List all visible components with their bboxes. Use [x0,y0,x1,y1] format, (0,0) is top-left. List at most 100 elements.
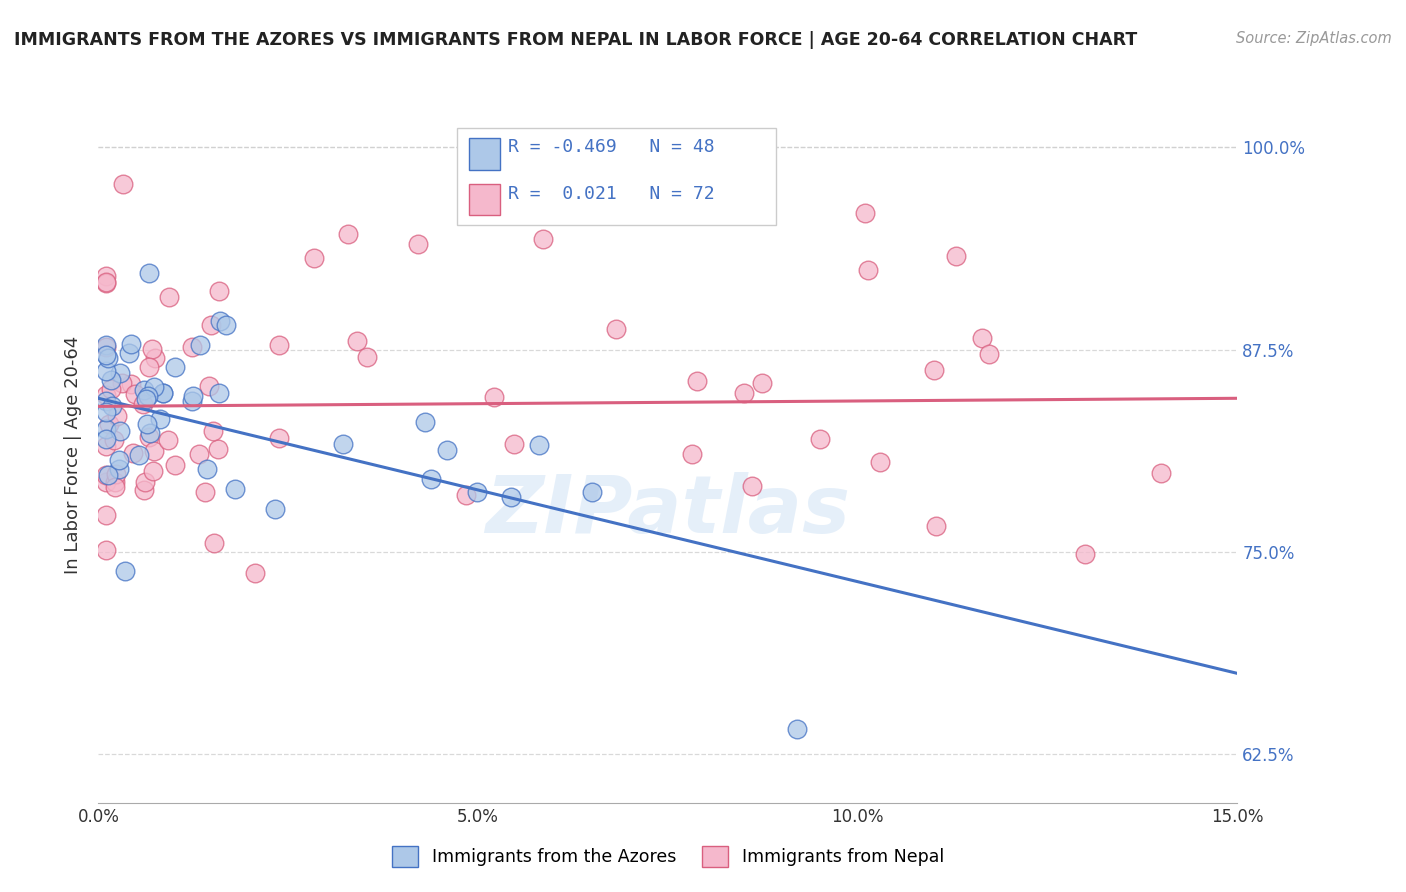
Point [786,722,808,736]
Point [181,393,204,408]
Point [925,519,948,533]
Point [751,376,773,390]
Point [681,447,703,461]
Text: ZIPatlas: ZIPatlas [485,472,851,549]
Point [94,275,117,289]
Point [181,389,204,403]
Point [94,468,117,483]
Point [741,479,763,493]
Legend: Immigrants from the Azores, Immigrants from Nepal: Immigrants from the Azores, Immigrants f… [385,839,950,874]
Point [533,232,555,246]
Point [136,417,159,431]
Point [135,392,157,407]
Point [208,284,231,298]
Point [145,351,167,366]
Point [157,290,180,304]
Point [94,405,117,419]
Point [501,491,523,505]
Point [141,342,163,356]
Point [120,337,142,351]
Point [187,447,209,461]
Point [581,485,603,500]
Point [94,364,117,378]
Point [94,508,117,522]
Point [605,322,627,336]
Point [157,433,180,447]
Point [808,433,831,447]
Point [527,438,550,452]
Point [100,373,122,387]
Point [269,338,291,352]
Point [94,543,117,558]
Point [224,482,246,496]
Point [197,379,219,393]
Point [484,390,506,404]
Point [120,377,142,392]
Point [685,374,707,388]
Point [118,346,141,360]
Point [977,347,1000,361]
Point [304,252,326,266]
Point [108,453,131,467]
Point [94,340,117,354]
Point [104,467,127,482]
Point [94,439,117,453]
Point [208,314,231,328]
Point [181,340,204,354]
Point [100,382,122,396]
Point [131,397,153,411]
Point [98,417,121,431]
Point [922,363,945,377]
Point [202,424,225,438]
Point [165,359,187,374]
Point [124,387,146,401]
Point [107,462,129,476]
Point [94,338,117,352]
Text: Source: ZipAtlas.com: Source: ZipAtlas.com [1236,31,1392,46]
Point [138,389,160,403]
Point [104,480,127,494]
Point [420,472,443,486]
Point [195,462,218,476]
Point [94,269,117,284]
FancyBboxPatch shape [457,128,776,226]
Point [243,566,266,580]
Point [356,350,378,364]
Point [94,432,117,446]
Point [111,178,134,192]
Point [108,424,131,438]
Point [194,485,217,500]
Point [413,415,436,429]
Point [114,564,136,578]
FancyBboxPatch shape [468,138,501,169]
Point [104,475,127,489]
Point [1074,547,1097,561]
Point [454,488,477,502]
Point [97,467,120,482]
Point [188,338,211,352]
Point [121,446,143,460]
Point [503,437,526,451]
Point [152,386,174,401]
Y-axis label: In Labor Force | Age 20-64: In Labor Force | Age 20-64 [65,335,83,574]
Point [142,444,165,458]
Point [970,331,993,345]
Point [111,376,134,391]
Point [108,366,131,380]
Point [101,399,124,413]
Point [139,425,162,440]
Point [465,484,488,499]
Point [128,448,150,462]
Point [853,206,876,220]
Point [142,379,165,393]
Point [134,475,156,489]
Point [94,276,117,290]
Text: R =  0.021   N = 72: R = 0.021 N = 72 [509,185,716,203]
Point [200,318,222,333]
Point [149,411,172,425]
Point [869,455,891,469]
Point [436,442,458,457]
Point [103,433,125,447]
Point [406,236,429,251]
Text: R = -0.469   N = 48: R = -0.469 N = 48 [509,138,716,156]
